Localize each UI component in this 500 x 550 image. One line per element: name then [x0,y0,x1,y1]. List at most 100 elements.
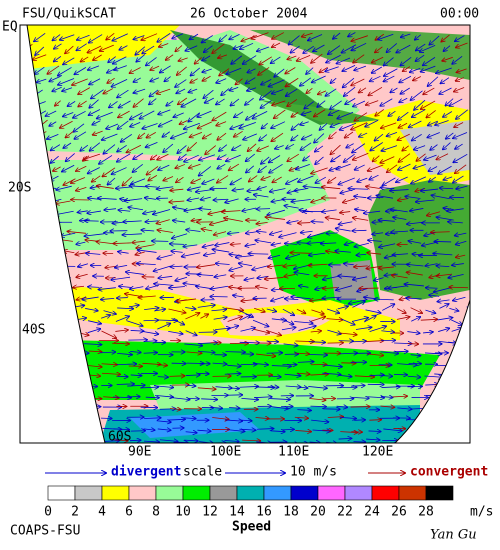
wind-arrow [397,408,411,409]
wind-arrow [214,231,227,235]
wind-arrow [178,57,188,61]
wind-arrow [98,198,117,199]
wind-arrow [73,110,86,118]
wind-arrow [267,387,279,388]
wind-arrow [239,122,256,128]
wind-arrow [34,32,46,41]
header-time: 00:00 [440,7,479,22]
wind-arrow [443,177,453,180]
header-left: FSU/QuikSCAT [22,7,116,22]
wind-arrow [380,352,399,354]
wind-arrow [386,132,398,136]
wind-arrow [338,341,353,342]
wind-arrow [202,245,214,248]
wind-arrow [122,176,133,186]
wind-arrow [112,397,131,398]
legend-scale: scale [183,465,222,480]
wind-arrow [65,45,74,53]
colorbar-swatch [128,485,157,501]
wind-arrow [87,320,101,324]
wind-arrow [32,317,47,321]
wind-arrow [135,252,145,255]
wind-arrow [353,54,365,63]
wind-arrow [195,57,202,63]
wind-arrow [184,385,196,386]
wind-arrow [330,122,340,127]
wind-arrow [177,299,197,301]
wind-arrow [46,419,63,421]
wind-arrow [175,45,183,51]
wind-arrow [245,97,254,105]
wind-arrow [336,163,351,169]
wind-arrow [89,78,101,85]
wind-arrow [301,231,313,233]
wind-arrow [352,230,367,231]
wind-arrow [306,67,314,75]
wind-arrow [337,57,351,64]
wind-arrow [117,120,129,129]
wind-arrow [413,163,426,168]
wind-arrow [87,211,102,213]
wind-arrow [76,43,87,51]
wind-arrow [217,132,227,140]
wind-arrow [159,119,173,127]
wind-vectors [27,32,470,443]
wind-arrow [88,167,100,173]
wind-arrow [352,397,368,398]
wind-arrow [296,308,306,313]
wind-arrow [47,65,60,74]
wind-arrow [440,77,450,84]
colorbar-tick: 14 [229,505,245,520]
wind-arrow [62,87,73,91]
wind-arrow [283,265,297,267]
wind-arrow [114,440,128,441]
wind-arrow [36,78,47,82]
wind-arrow [27,155,31,160]
wind-arrow [339,353,357,354]
wind-arrow [157,219,170,224]
wind-arrow [437,427,456,428]
wind-arrow [451,328,462,332]
wind-arrow [181,98,197,107]
map [27,25,470,443]
wind-arrow [467,428,470,431]
wind-arrow [336,406,348,407]
wind-arrow [291,112,299,117]
speed-field [27,140,330,250]
wind-arrow [340,122,357,130]
wind-arrow [381,331,394,332]
wind-arrow [270,431,285,432]
wind-arrow [144,308,158,310]
wind-arrow [312,430,331,431]
wind-arrow [157,88,171,94]
wind-arrow [407,376,421,377]
wind-arrow [73,123,85,132]
wind-arrow [429,176,437,182]
wind-arrow [451,431,465,432]
wind-arrow [379,243,396,247]
wind-arrow [186,230,201,232]
wind-arrow [287,55,297,59]
colorbar-label: Speed [232,520,271,535]
wind-arrow [311,309,323,314]
wind-arrow [232,144,242,150]
wind-arrow [379,267,395,268]
wind-arrow [294,353,310,354]
wind-arrow [368,240,382,241]
wind-arrow [216,121,227,126]
wind-arrow [245,77,256,84]
wind-arrow [414,145,426,150]
wind-arrow [188,186,201,190]
wind-arrow [56,200,71,204]
wind-arrow [364,211,381,213]
wind-arrow [448,365,459,366]
wind-arrow [443,111,453,117]
wind-arrow [328,45,341,55]
wind-arrow [108,56,116,63]
wind-arrow [169,287,185,288]
wind-arrow [124,199,143,201]
wind-arrow [229,87,239,90]
wind-arrow [291,253,311,254]
wind-arrow [34,143,45,152]
wind-arrow [53,166,61,171]
